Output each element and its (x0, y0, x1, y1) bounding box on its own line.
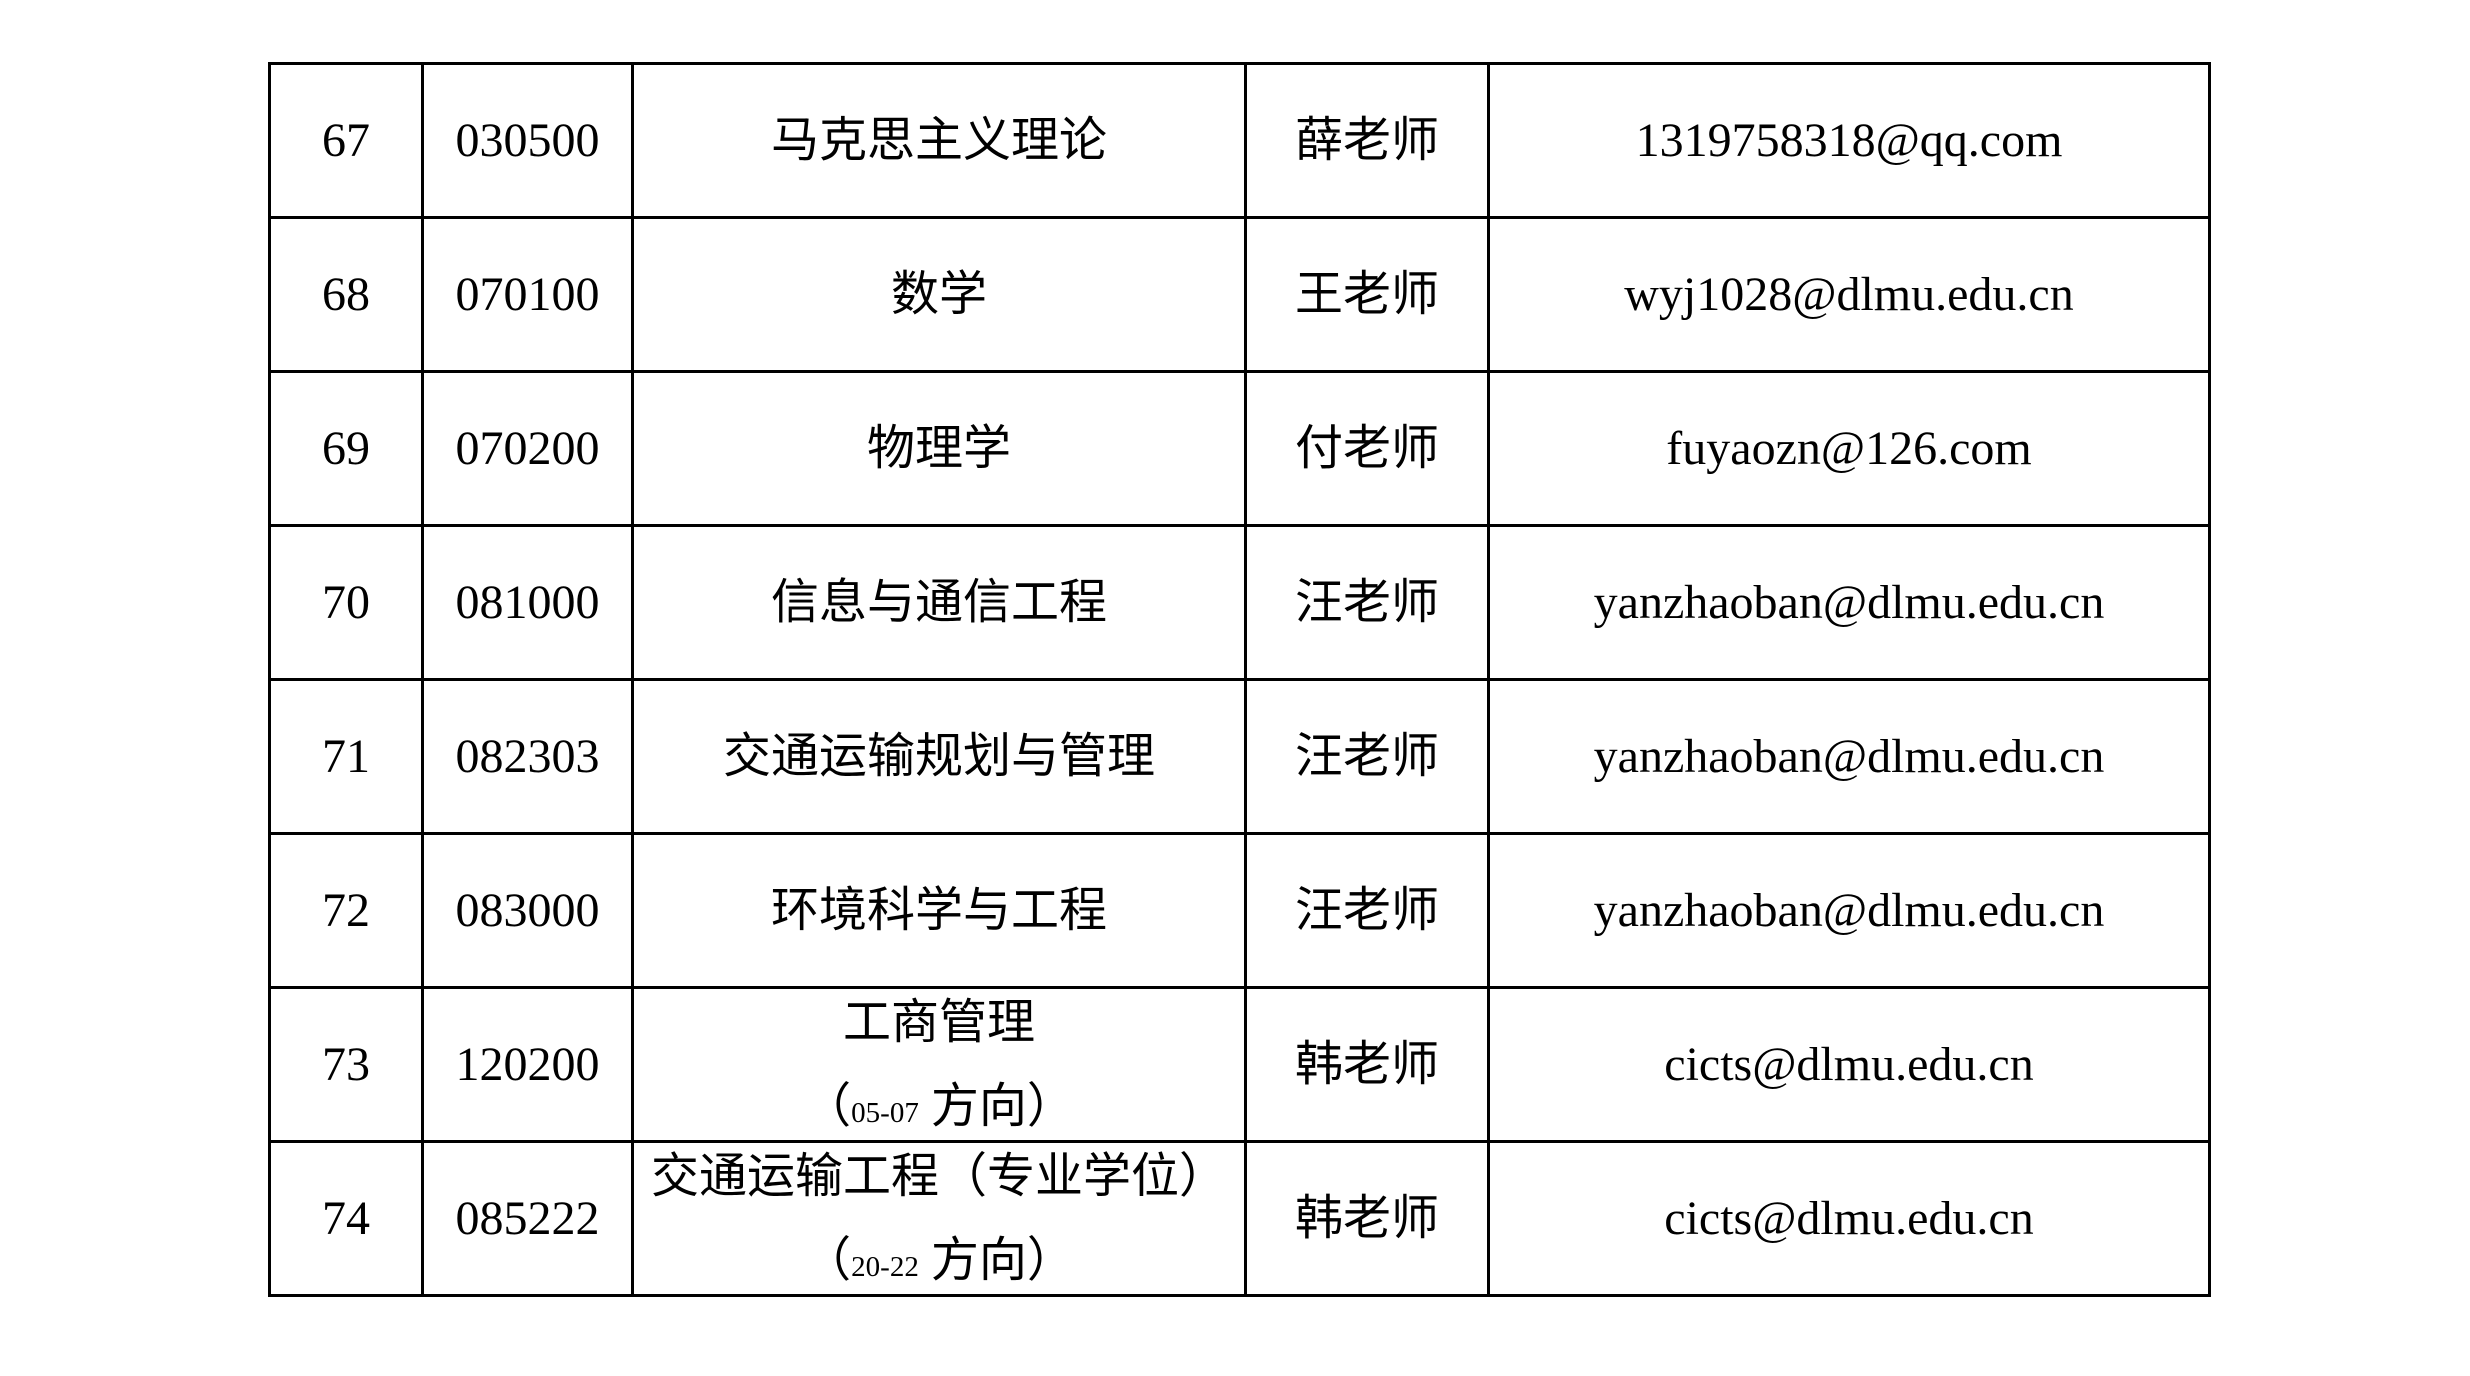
email-cell: yanzhaoban@dlmu.edu.cn (1487, 524, 2211, 681)
teacher-cell: 王老师 (1244, 216, 1490, 373)
email-cell: cicts@dlmu.edu.cn (1487, 986, 2211, 1143)
email-cell: wyj1028@dlmu.edu.cn (1487, 216, 2211, 373)
code-cell: 070100 (421, 216, 634, 373)
major-cell: 交通运输工程（专业学位） （20-22 方向） (631, 1140, 1247, 1297)
major-name: 环境科学与工程 (770, 883, 1107, 937)
code-cell: 120200 (421, 986, 634, 1143)
email-cell: yanzhaoban@dlmu.edu.cn (1487, 678, 2211, 835)
table-row: 73 120200 工商管理 （05-07 方向） 韩老师 cicts@dlmu… (268, 986, 2211, 1143)
teacher-cell: 汪老师 (1244, 678, 1490, 835)
note-open: （ (803, 1079, 852, 1133)
major-cell: 工商管理 （05-07 方向） (631, 986, 1247, 1143)
major-name: 数学 (890, 267, 987, 321)
note-open: （ (803, 1233, 852, 1287)
row-number-cell: 73 (268, 986, 424, 1143)
major-name: 交通运输规划与管理 (722, 729, 1155, 783)
major-name: 物理学 (866, 421, 1011, 475)
major-cell: 物理学 (631, 370, 1247, 527)
major-cell: 信息与通信工程 (631, 524, 1247, 681)
table-row: 71 082303 交通运输规划与管理 汪老师 yanzhaoban@dlmu.… (268, 678, 2211, 835)
teacher-cell: 汪老师 (1244, 832, 1490, 989)
table-row: 67 030500 马克思主义理论 薛老师 1319758318@qq.com (268, 62, 2211, 219)
major-name: 交通运输工程（专业学位） (650, 1150, 1227, 1204)
major-cell: 交通运输规划与管理 (631, 678, 1247, 835)
table-row: 70 081000 信息与通信工程 汪老师 yanzhaoban@dlmu.ed… (268, 524, 2211, 681)
major-name: 信息与通信工程 (770, 575, 1107, 629)
note-range: 05-07 (851, 1096, 919, 1129)
major-cell: 数学 (631, 216, 1247, 373)
email-cell: cicts@dlmu.edu.cn (1487, 1140, 2211, 1297)
major-cell: 环境科学与工程 (631, 832, 1247, 989)
code-cell: 083000 (421, 832, 634, 989)
table-row: 69 070200 物理学 付老师 fuyaozn@126.com (268, 370, 2211, 527)
note-close: 方向） (918, 1079, 1075, 1133)
table-row: 72 083000 环境科学与工程 汪老师 yanzhaoban@dlmu.ed… (268, 832, 2211, 989)
code-cell: 081000 (421, 524, 634, 681)
major-name: 马克思主义理论 (770, 113, 1107, 167)
major-direction-note: （20-22 方向） (636, 1233, 1243, 1288)
teacher-cell: 汪老师 (1244, 524, 1490, 681)
major-name: 工商管理 (842, 996, 1035, 1050)
programs-table: 67 030500 马克思主义理论 薛老师 1319758318@qq.com … (268, 62, 2211, 1297)
email-cell: 1319758318@qq.com (1487, 62, 2211, 219)
row-number-cell: 72 (268, 832, 424, 989)
note-close: 方向） (918, 1233, 1075, 1287)
row-number-cell: 74 (268, 1140, 424, 1297)
row-number-cell: 71 (268, 678, 424, 835)
code-cell: 070200 (421, 370, 634, 527)
row-number-cell: 67 (268, 62, 424, 219)
code-cell: 085222 (421, 1140, 634, 1297)
major-direction-note: （05-07 方向） (636, 1079, 1243, 1134)
table-row: 74 085222 交通运输工程（专业学位） （20-22 方向） 韩老师 ci… (268, 1140, 2211, 1297)
teacher-cell: 韩老师 (1244, 1140, 1490, 1297)
row-number-cell: 69 (268, 370, 424, 527)
teacher-cell: 韩老师 (1244, 986, 1490, 1143)
email-cell: yanzhaoban@dlmu.edu.cn (1487, 832, 2211, 989)
note-range: 20-22 (851, 1250, 919, 1283)
teacher-cell: 付老师 (1244, 370, 1490, 527)
table-row: 68 070100 数学 王老师 wyj1028@dlmu.edu.cn (268, 216, 2211, 373)
major-cell: 马克思主义理论 (631, 62, 1247, 219)
teacher-cell: 薛老师 (1244, 62, 1490, 219)
code-cell: 030500 (421, 62, 634, 219)
row-number-cell: 70 (268, 524, 424, 681)
email-cell: fuyaozn@126.com (1487, 370, 2211, 527)
row-number-cell: 68 (268, 216, 424, 373)
code-cell: 082303 (421, 678, 634, 835)
